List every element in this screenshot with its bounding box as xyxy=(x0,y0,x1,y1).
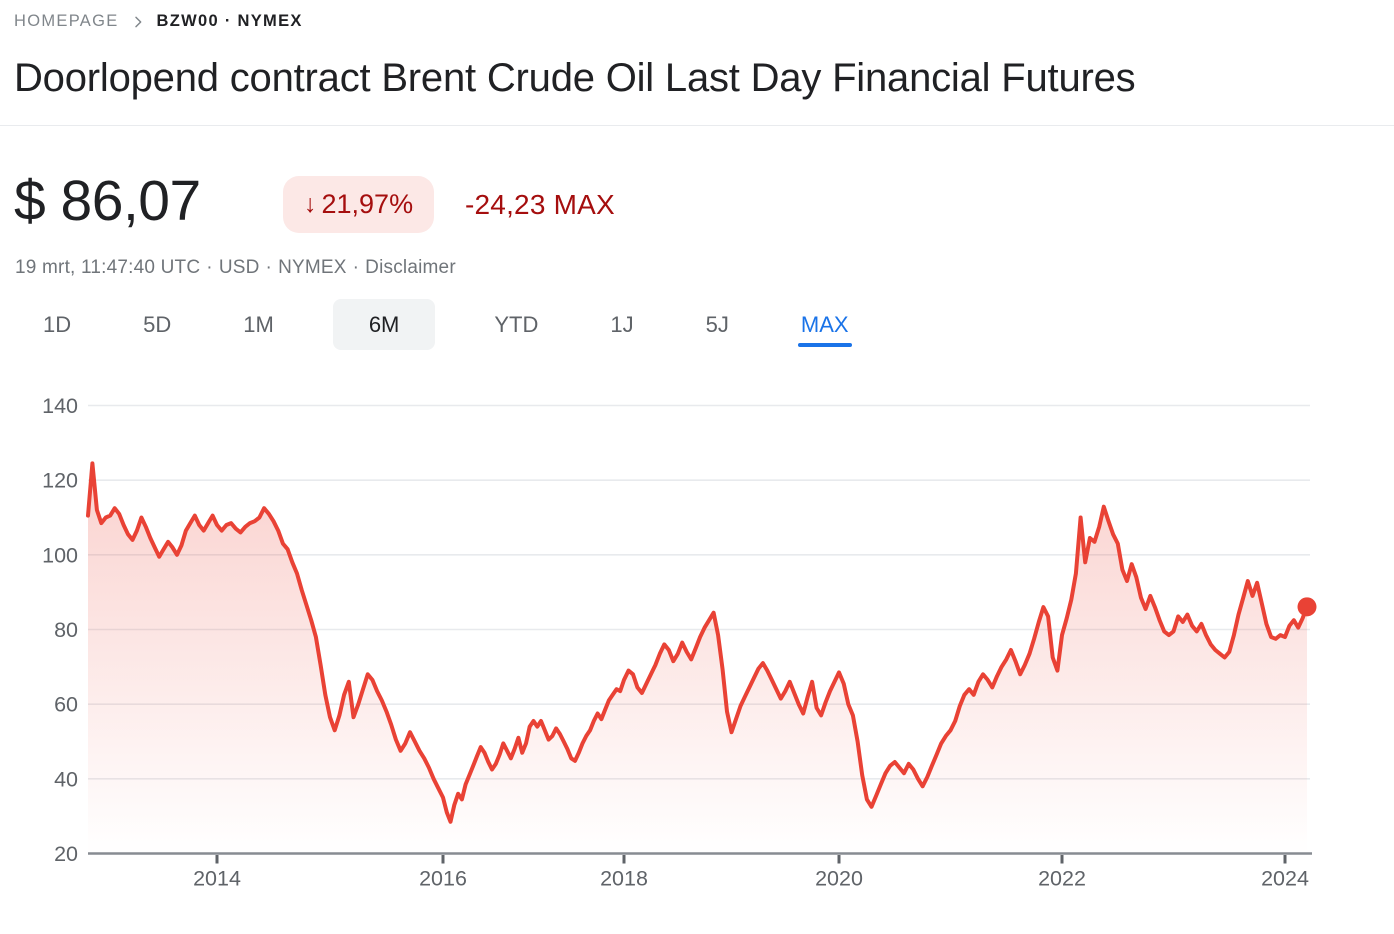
price-chart-svg[interactable]: 140 120 100 80 60 40 20 2014 2016 2018 2020 2022 202… xyxy=(0,390,1394,934)
change-period-label: MAX xyxy=(553,189,615,220)
time-range-tabs: 1D 5D 1M 6M YTD 1J 5J MAX xyxy=(30,299,862,350)
change-percent: 21,97% xyxy=(321,189,414,219)
change-absolute: -24,23 MAX xyxy=(465,186,615,224)
tab-1m[interactable]: 1M xyxy=(243,311,274,337)
x-axis-label: 2022 xyxy=(1038,867,1086,891)
chevron-right-icon xyxy=(130,14,146,30)
chart-line xyxy=(86,461,1309,824)
breadcrumb: HOMEPAGE BZW00 · NYMEX xyxy=(14,12,303,31)
price-value: $ 86,07 xyxy=(14,169,201,233)
quote-datetime: 19 mrt, 11:47:40 UTC xyxy=(15,257,201,278)
x-axis-label: 2014 xyxy=(193,867,241,891)
meta-separator: · xyxy=(265,257,273,278)
meta-separator: · xyxy=(352,257,360,278)
x-axis-label: 2020 xyxy=(815,867,863,891)
x-axis-label: 2016 xyxy=(419,867,467,891)
tab-5d[interactable]: 5D xyxy=(143,311,172,337)
chart-area xyxy=(88,463,1307,854)
y-axis-label: 120 xyxy=(42,469,78,493)
quote-meta: 19 mrt, 11:47:40 UTC · USD · NYMEX · Disclaime… xyxy=(15,257,456,279)
meta-separator: · xyxy=(206,257,213,278)
tab-max[interactable]: MAX xyxy=(788,299,862,350)
x-axis-label: 2018 xyxy=(600,867,648,891)
disclaimer-link[interactable]: Disclaimer xyxy=(365,257,456,278)
change-badge: ↓ 21,97% xyxy=(283,176,435,233)
header-divider xyxy=(0,125,1394,126)
chart-end-dot xyxy=(1297,597,1317,617)
tab-6m[interactable]: 6M xyxy=(332,299,436,350)
tab-ytd[interactable]: YTD xyxy=(494,311,539,337)
y-axis-label: 140 xyxy=(42,394,78,418)
tab-1j[interactable]: 1J xyxy=(610,311,634,337)
arrow-down-icon: ↓ xyxy=(304,190,317,218)
quote-exchange: NYMEX xyxy=(278,257,347,278)
tab-1d[interactable]: 1D xyxy=(43,311,72,337)
y-axis-label: 20 xyxy=(54,842,78,866)
breadcrumb-home-link[interactable]: HOMEPAGE xyxy=(14,12,119,30)
y-axis-label: 100 xyxy=(42,543,78,567)
y-axis-label: 60 xyxy=(54,693,78,717)
tab-5j[interactable]: 5J xyxy=(705,311,729,337)
page-title: Doorlopend contract Brent Crude Oil Last… xyxy=(14,56,1136,100)
breadcrumb-current: BZW00 · NYMEX xyxy=(156,12,303,30)
change-absolute-value: -24,23 xyxy=(465,189,546,220)
x-axis-label: 2024 xyxy=(1261,867,1309,891)
y-axis-label: 80 xyxy=(54,618,78,642)
price-chart: 140 120 100 80 60 40 20 2014 2016 2018 2020 2022 202… xyxy=(0,390,1394,934)
quote-currency: USD xyxy=(218,257,260,278)
y-axis-label: 40 xyxy=(54,767,78,791)
